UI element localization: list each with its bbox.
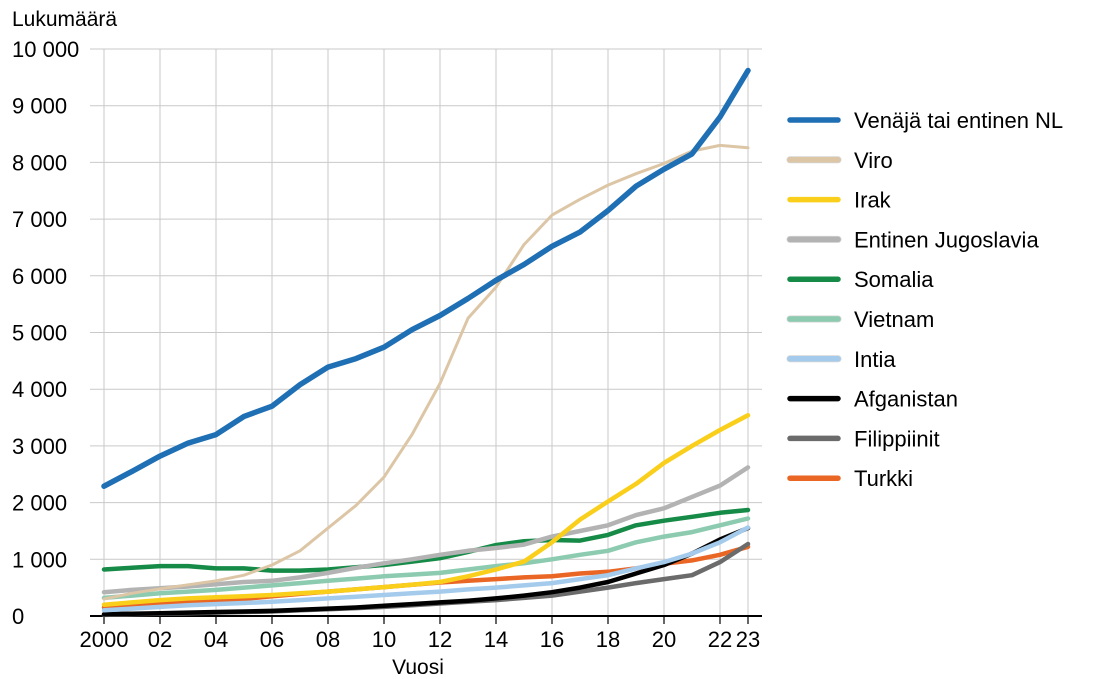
x-tick-label: 18 [596,627,620,652]
x-axis-title: Vuosi [392,656,444,679]
series-lines [101,67,751,618]
y-tick-label: 0 [12,604,24,629]
x-tick-label: 12 [428,627,452,652]
legend-label: Turkki [854,466,913,491]
series-line [101,413,751,607]
y-axis: 0 1 000 2 000 3 000 4 000 5 000 6 000 7 000 8 00… [12,37,79,629]
x-tick-label: 10 [372,627,396,652]
y-tick-label: 7 000 [12,207,67,232]
legend-label: Filippiinit [854,426,940,451]
legend-label: Entinen Jugoslavia [854,227,1039,252]
legend-label: Vietnam [854,307,934,332]
x-tick-label: 2000 [80,627,129,652]
y-tick-label: 3 000 [12,434,67,459]
legend: Venäjä tai entinen NL Viro Irak Entinen Jug… [786,108,1063,491]
x-tick-label: 14 [484,627,508,652]
x-tick-label: 20 [652,627,676,652]
series-line [101,67,751,489]
x-tick-label: 16 [540,627,564,652]
x-tick-label: 22 [708,627,732,652]
legend-label: Afganistan [854,387,958,412]
x-axis: 2000 02 04 06 08 10 12 14 16 18 20 22 23 [80,615,762,652]
grid [90,48,762,616]
series-line [102,143,750,601]
series-line [101,525,751,613]
y-tick-label: 10 000 [12,37,79,62]
y-tick-label: 8 000 [12,150,67,175]
y-axis-title: Lukumäärä [12,8,117,31]
legend-label: Venäjä tai entinen NL [854,108,1063,133]
legend-label: Irak [854,188,892,213]
series-line [101,516,751,601]
y-tick-label: 1 000 [12,547,67,572]
series-line [101,525,751,617]
legend-label: Viro [854,148,893,173]
legend-label: Intia [854,347,896,372]
x-tick-label: 02 [148,627,172,652]
legend-label: Somalia [854,267,934,292]
y-tick-label: 4 000 [12,377,67,402]
x-tick-label: 04 [204,627,228,652]
y-tick-label: 6 000 [12,264,67,289]
x-tick-label: 08 [316,627,340,652]
y-tick-label: 2 000 [12,491,67,516]
y-tick-label: 5 000 [12,321,67,346]
series-line [101,465,751,595]
x-tick-label: 06 [260,627,284,652]
series-line [101,507,751,573]
x-tick-label: 23 [736,627,760,652]
y-tick-label: 9 000 [12,94,67,119]
